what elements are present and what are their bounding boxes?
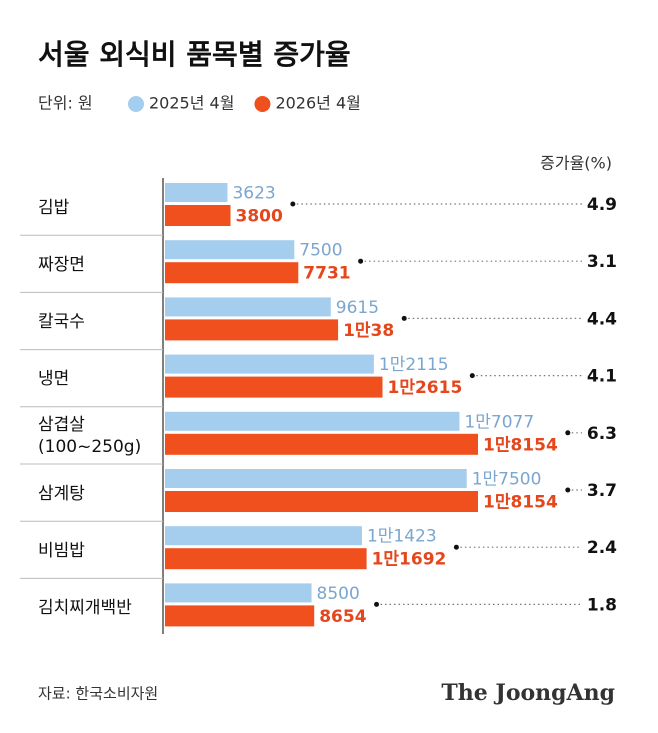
leader-dot [358,258,364,264]
bar [165,605,315,627]
bar [165,411,460,431]
bar [165,183,228,202]
value-label: 7500 [299,241,342,261]
category-label: 삼계탕 [38,483,85,504]
legend-label: 2026년 4월 [275,94,360,113]
source: 자료: 한국소비자원 [38,685,158,703]
growth-header: 증가율(%) [540,154,612,173]
category-label: 김밥 [38,197,70,218]
value-label: 8654 [319,607,366,627]
bar [165,376,383,398]
value-label: 1만7077 [464,412,534,432]
bar [165,354,374,374]
category-label: 짜장면 [38,254,85,275]
bar [165,433,478,455]
leader-dot [374,601,380,607]
leader-dot [401,315,407,321]
leader-dot [565,487,571,493]
category-label: 냉면 [38,369,70,390]
brand: The JoongAng [441,680,615,706]
legend-swatch [254,96,271,112]
bar [165,491,478,512]
growth-value: 3.7 [587,481,617,501]
category-label: 김치찌개백반 [38,598,132,618]
bar [165,240,295,260]
growth-value: 4.1 [587,367,617,387]
growth-value: 4.9 [587,195,617,215]
value-label: 1만1692 [372,550,447,570]
bar [165,548,367,570]
category-label: 비빔밥 [38,540,85,561]
legend-swatch [128,96,144,112]
bar [165,469,467,488]
bar [165,297,331,317]
value-label: 8500 [317,584,360,604]
value-label: 1만1423 [367,527,437,547]
bar [165,583,312,603]
category-label: 삼겹살 (100~250g) [38,415,142,458]
bar [165,262,299,284]
leader-dot [565,430,571,436]
chart-title: 서울 외식비 품목별 증가율 [38,38,351,71]
leader-dot [453,544,459,550]
value-label: 1만8154 [483,493,558,513]
category-label: 칼국수 [38,312,85,332]
value-label: 1만7500 [472,470,542,490]
growth-value: 6.3 [587,424,617,444]
value-label: 1만8154 [483,435,558,455]
value-label: 1만38 [343,321,394,341]
unit-label: 단위: 원 [38,94,93,113]
value-label: 9615 [336,298,379,318]
leader-dot [469,373,475,379]
growth-value: 3.1 [587,252,617,272]
growth-value: 1.8 [587,595,617,615]
growth-value: 4.4 [587,309,617,329]
value-label: 3623 [232,184,275,204]
bar [165,526,362,546]
growth-value: 2.4 [587,538,617,558]
value-label: 1만2615 [388,378,463,398]
value-label: 7731 [303,264,350,284]
value-label: 3800 [236,207,283,227]
leader-dot [290,201,296,207]
value-label: 1만2115 [379,355,449,375]
bar [165,319,339,341]
legend-label: 2025년 4월 [149,94,234,113]
bar [165,205,231,226]
